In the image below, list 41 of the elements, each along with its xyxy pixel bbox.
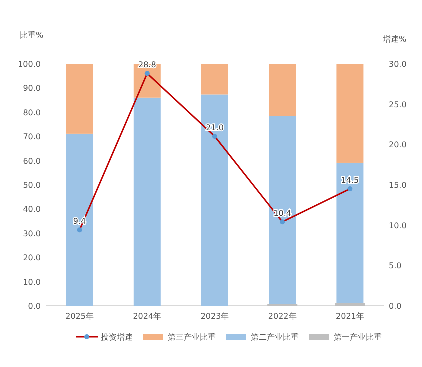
bar [66,134,94,306]
y2-tick-label: 30.0 [389,60,407,69]
x-tick-label: 2022年 [268,312,297,321]
y-tick-label: 40.0 [23,205,41,214]
bar [269,116,296,304]
y-tick-label: 50.0 [23,181,41,190]
data-label: 14.5 [341,176,360,186]
y2-tick-label: 20.0 [389,140,407,150]
legend-label: 投资增速 [100,333,133,342]
y-tick-label: 60.0 [23,156,41,166]
bar [269,64,296,116]
legend-label: 第二产业比重 [251,333,299,342]
y2-tick-label: 10.0 [389,221,407,230]
y2-tick-label: 5.0 [389,262,402,271]
y2-axis-title: 增速% [382,35,407,44]
legend-label: 第一产业比重 [334,333,382,342]
y-tick-label: 30.0 [23,229,41,238]
bar [336,64,364,163]
y2-tick-label: 15.0 [389,181,407,190]
x-tick-label: 2025年 [66,312,94,321]
y-tick-label: 100.0 [18,60,41,69]
bar [202,94,228,306]
y-tick-label: 0.0 [28,302,41,311]
y-axis-title: 比重% [20,31,44,40]
y-tick-label: 80.0 [23,108,41,118]
y-tick-label: 10.0 [23,278,41,287]
x-tick-label: 2021年 [336,312,364,321]
y-tick-label: 20.0 [23,254,41,263]
y-tick-label: 70.0 [23,132,41,142]
y2-tick-label: 25.0 [389,100,407,110]
bar [66,64,94,134]
x-tick-label: 2024年 [133,312,162,321]
bar [335,303,366,306]
data-label: 21.0 [206,124,224,133]
y-tick-label: 90.0 [23,84,41,94]
legend-label: 第三产业比重 [168,333,216,342]
bar [336,162,364,304]
bar [134,98,161,306]
y2-tick-label: 0.0 [389,302,402,311]
x-tick-label: 2023年 [200,312,230,321]
bar [202,64,228,95]
